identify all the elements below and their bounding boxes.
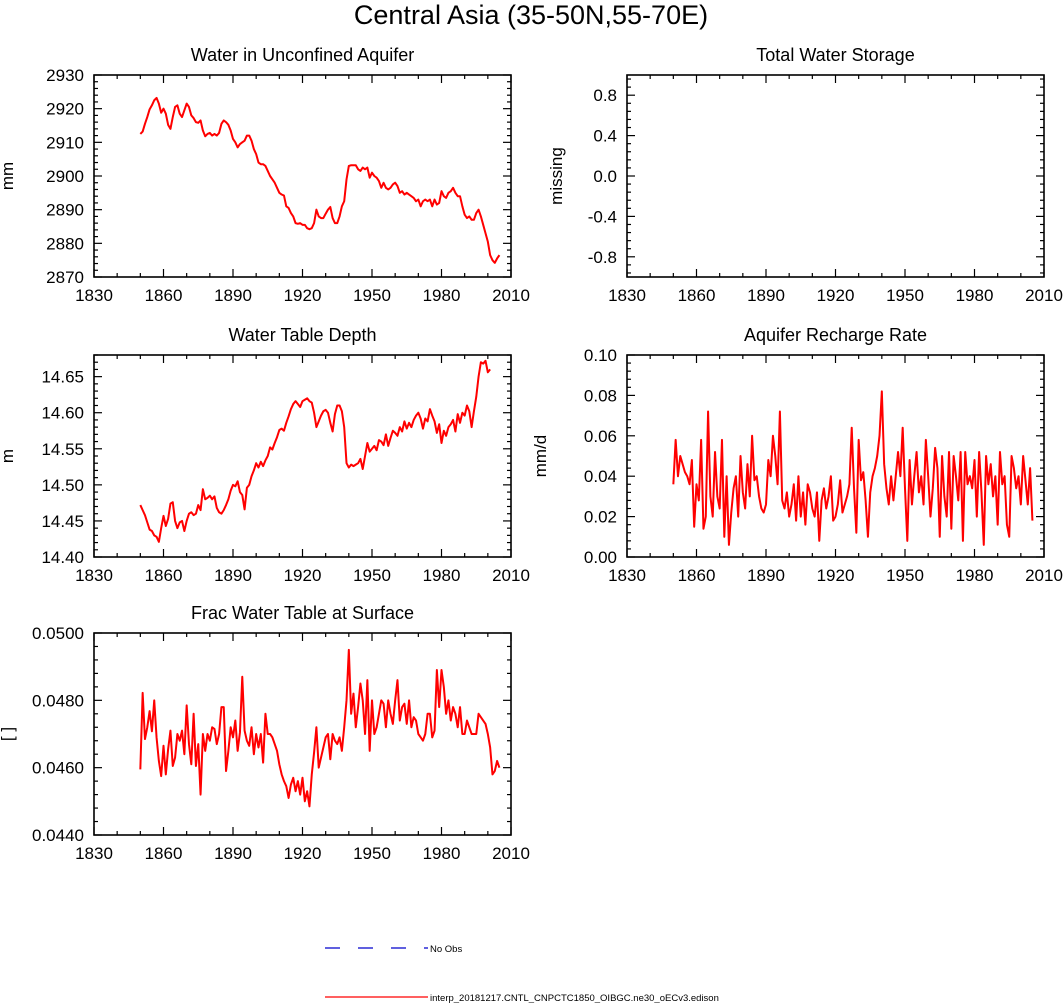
plot-frame-unconfined <box>93 74 512 278</box>
x-tick-label-frac-1980: 1980 <box>423 844 461 863</box>
x-tick-label-frac-1830: 1830 <box>75 844 113 863</box>
y-tick-label-unconfined-3: 2900 <box>46 167 84 186</box>
y-tick-label-recharge-4: 0.08 <box>584 386 617 405</box>
y-tick-label-tws-4: 0.8 <box>593 86 617 105</box>
panel-unconfined: 1830 1860 1890 1920 1950 1980 2010 2870 2880 2890… <box>0 45 530 305</box>
x-tick-label-frac-2010: 2010 <box>492 844 530 863</box>
y-tick-label-recharge-2: 0.04 <box>584 467 617 486</box>
series-line-recharge-0 <box>672 390 1034 546</box>
y-axis-label-tws: missing <box>547 147 566 205</box>
x-tick-label-tws-1980: 1980 <box>956 286 994 305</box>
panel-title-frac: Frac Water Table at Surface <box>191 603 414 623</box>
x-tick-label-wtd-1890: 1890 <box>214 566 252 585</box>
y-tick-label-tws-0: -0.8 <box>588 248 617 267</box>
y-axis-label-wtd: m <box>0 449 17 463</box>
x-tick-label-wtd-1980: 1980 <box>423 566 461 585</box>
y-tick-label-frac-2: 0.0480 <box>32 691 84 710</box>
panel-title-recharge: Aquifer Recharge Rate <box>744 325 927 345</box>
y-axis-label-unconfined: mm <box>0 162 17 190</box>
x-tick-label-tws-1890: 1890 <box>747 286 785 305</box>
x-tick-label-unconfined-1980: 1980 <box>423 286 461 305</box>
panel-frac: 1830 1860 1890 1920 1950 1980 2010 0.0440 0.0460… <box>0 603 530 863</box>
y-axis-label-frac: [ ] <box>0 727 17 741</box>
x-tick-label-recharge-1920: 1920 <box>817 566 855 585</box>
x-tick-label-frac-1950: 1950 <box>353 844 391 863</box>
x-tick-label-unconfined-1860: 1860 <box>145 286 183 305</box>
y-tick-label-unconfined-4: 2910 <box>46 133 84 152</box>
legend-entry-model: interp_20181217.CNTL_CNPCTC1850_OIBGC.ne… <box>325 993 719 1003</box>
x-tick-label-frac-1890: 1890 <box>214 844 252 863</box>
x-tick-label-wtd-1920: 1920 <box>284 566 322 585</box>
panel-title-unconfined: Water in Unconfined Aquifer <box>191 45 414 65</box>
y-tick-label-wtd-1: 14.45 <box>41 512 84 531</box>
panel-tws: 1830 1860 1890 1920 1950 1980 2010 -0.8 -0.4 0.0 0… <box>547 45 1063 305</box>
figure-title: Central Asia (35-50N,55-70E) <box>354 0 708 30</box>
y-tick-label-wtd-3: 14.55 <box>41 440 84 459</box>
y-tick-label-recharge-5: 0.10 <box>584 346 617 365</box>
x-tick-label-unconfined-1890: 1890 <box>214 286 252 305</box>
y-tick-label-frac-0: 0.0440 <box>32 826 84 845</box>
x-tick-label-unconfined-2010: 2010 <box>492 286 530 305</box>
x-tick-label-tws-1920: 1920 <box>817 286 855 305</box>
x-tick-label-recharge-1950: 1950 <box>886 566 924 585</box>
x-tick-label-tws-2010: 2010 <box>1025 286 1063 305</box>
x-tick-label-tws-1830: 1830 <box>608 286 646 305</box>
y-tick-label-wtd-5: 14.65 <box>41 368 84 387</box>
chart-panels: 1830 1860 1890 1920 1950 1980 2010 2870 2880 2890… <box>0 45 1063 863</box>
y-tick-label-tws-3: 0.4 <box>593 127 617 146</box>
y-tick-label-frac-1: 0.0460 <box>32 759 84 778</box>
plot-frame-wtd <box>93 354 512 558</box>
y-tick-label-unconfined-6: 2930 <box>46 66 84 85</box>
x-tick-label-wtd-2010: 2010 <box>492 566 530 585</box>
plot-frame-recharge <box>626 354 1045 558</box>
x-tick-label-unconfined-1950: 1950 <box>353 286 391 305</box>
y-tick-label-unconfined-0: 2870 <box>46 268 84 287</box>
x-tick-label-wtd-1830: 1830 <box>75 566 113 585</box>
x-tick-label-tws-1950: 1950 <box>886 286 924 305</box>
y-tick-label-recharge-3: 0.06 <box>584 427 617 446</box>
x-tick-label-recharge-1890: 1890 <box>747 566 785 585</box>
series-line-unconfined-0 <box>139 96 501 264</box>
legend-label-model: interp_20181217.CNTL_CNPCTC1850_OIBGC.ne… <box>430 993 719 1003</box>
panel-title-tws: Total Water Storage <box>756 45 914 65</box>
y-tick-label-wtd-2: 14.50 <box>41 476 84 495</box>
y-tick-label-wtd-4: 14.60 <box>41 404 84 423</box>
y-tick-label-tws-2: 0.0 <box>593 167 617 186</box>
x-tick-label-recharge-2010: 2010 <box>1025 566 1063 585</box>
x-tick-label-unconfined-1830: 1830 <box>75 286 113 305</box>
y-tick-label-unconfined-1: 2880 <box>46 234 84 253</box>
plot-frame-tws <box>626 74 1045 278</box>
y-tick-label-unconfined-2: 2890 <box>46 201 84 220</box>
legend: No Obs interp_20181217.CNTL_CNPCTC1850_O… <box>325 944 719 1003</box>
x-tick-label-frac-1860: 1860 <box>145 844 183 863</box>
legend-entry-no-obs: No Obs <box>325 944 462 955</box>
y-tick-label-frac-3: 0.0500 <box>32 624 84 643</box>
y-axis-label-recharge: mm/d <box>531 435 550 478</box>
x-tick-label-recharge-1830: 1830 <box>608 566 646 585</box>
panel-recharge: 1830 1860 1890 1920 1950 1980 2010 0.00 0.02 0.04… <box>531 325 1063 585</box>
x-tick-label-tws-1860: 1860 <box>678 286 716 305</box>
y-tick-label-tws-1: -0.4 <box>588 207 617 226</box>
x-tick-label-frac-1920: 1920 <box>284 844 322 863</box>
y-tick-label-unconfined-5: 2920 <box>46 100 84 119</box>
x-tick-label-wtd-1950: 1950 <box>353 566 391 585</box>
series-line-frac-0 <box>139 648 501 808</box>
legend-label-no-obs: No Obs <box>430 944 462 955</box>
panel-title-wtd: Water Table Depth <box>228 325 376 345</box>
x-tick-label-wtd-1860: 1860 <box>145 566 183 585</box>
y-tick-label-wtd-0: 14.40 <box>41 548 84 567</box>
x-tick-label-recharge-1860: 1860 <box>678 566 716 585</box>
y-tick-label-recharge-1: 0.02 <box>584 508 617 527</box>
y-tick-label-recharge-0: 0.00 <box>584 548 617 567</box>
series-line-wtd-0 <box>139 359 491 543</box>
panel-wtd: 1830 1860 1890 1920 1950 1980 2010 14.40 14.45 14… <box>0 325 530 585</box>
x-tick-label-recharge-1980: 1980 <box>956 566 994 585</box>
x-tick-label-unconfined-1920: 1920 <box>284 286 322 305</box>
